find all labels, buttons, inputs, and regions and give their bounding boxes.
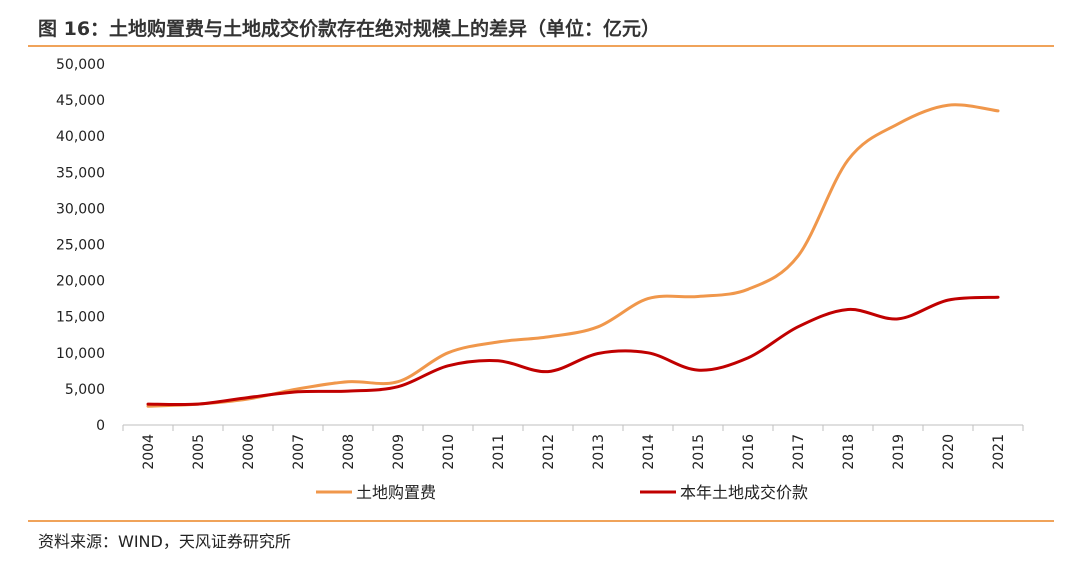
x-tick-label: 2019: [891, 434, 907, 470]
source-note: 资料来源：WIND，天风证券研究所: [38, 532, 291, 551]
data-point: [596, 352, 600, 356]
x-tick-label: 2018: [841, 434, 857, 470]
data-point: [946, 103, 950, 107]
x-tick-label: 2017: [791, 434, 807, 470]
data-point: [996, 295, 1000, 299]
x-tick-label: 2010: [441, 434, 457, 470]
data-point: [496, 340, 500, 344]
data-point: [846, 308, 850, 312]
x-tick-label: 2020: [941, 434, 957, 470]
legend-label: 本年土地成交价款: [680, 483, 808, 502]
data-point: [646, 297, 650, 301]
x-tick-label: 2005: [191, 434, 207, 470]
data-point: [396, 380, 400, 384]
y-tick-label: 5,000: [65, 382, 105, 398]
x-tick-label: 2013: [591, 434, 607, 470]
series-layer: [146, 103, 1000, 408]
data-point: [196, 402, 200, 406]
legend: 土地购置费 本年土地成交价款: [316, 483, 808, 502]
data-point: [646, 351, 650, 355]
data-point: [546, 370, 550, 374]
data-point: [696, 368, 700, 372]
data-point: [796, 325, 800, 329]
footer-divider: [28, 520, 1054, 522]
data-point: [346, 389, 350, 393]
x-axis: 2004 2005 2006 2007 2008 2009 2010 2011 2012 2013…: [122, 424, 1024, 470]
x-tick-label: 2021: [991, 434, 1007, 470]
y-tick-label: 20,000: [56, 274, 105, 290]
figure-title: 图 16：土地购置费与土地成交价款存在绝对规模上的差异（单位：亿元）: [38, 18, 661, 40]
data-point: [246, 396, 250, 400]
x-tick-label: 2016: [741, 434, 757, 470]
data-point: [296, 390, 300, 394]
x-tick-label: 2006: [241, 434, 257, 470]
data-point: [446, 364, 450, 368]
data-point: [946, 298, 950, 302]
x-tick-label: 2008: [341, 434, 357, 470]
y-tick-label: 25,000: [56, 238, 105, 254]
data-point: [396, 385, 400, 389]
y-tick-label: 50,000: [56, 57, 105, 73]
x-tick-label: 2014: [641, 434, 657, 470]
series-line-1: [146, 103, 1000, 408]
y-axis: 0 5,000 10,000 15,000 20,000 25,000 30,000 35,0…: [56, 57, 105, 434]
data-point: [996, 109, 1000, 113]
data-point: [596, 325, 600, 329]
data-point: [146, 402, 150, 406]
data-point: [696, 295, 700, 299]
y-tick-label: 40,000: [56, 129, 105, 145]
line-chart: 0 5,000 10,000 15,000 20,000 25,000 30,000 35,0…: [56, 57, 1024, 502]
x-tick-label: 2012: [541, 434, 557, 470]
x-tick-label: 2015: [691, 434, 707, 470]
title-divider: [28, 45, 1054, 47]
y-tick-label: 30,000: [56, 201, 105, 217]
data-point: [896, 122, 900, 126]
x-tick-label: 2007: [291, 434, 307, 470]
data-point: [896, 317, 900, 321]
data-point: [746, 356, 750, 360]
data-point: [446, 351, 450, 355]
data-point: [746, 287, 750, 291]
data-point: [496, 359, 500, 363]
legend-label: 土地购置费: [356, 483, 436, 502]
series-line-2: [146, 295, 1000, 407]
y-tick-label: 45,000: [56, 93, 105, 109]
data-point: [546, 335, 550, 339]
y-tick-label: 35,000: [56, 165, 105, 181]
x-tick-label: 2011: [491, 434, 507, 470]
y-tick-label: 10,000: [56, 346, 105, 362]
data-point: [846, 158, 850, 162]
x-tick-label: 2009: [391, 434, 407, 470]
x-tick-label: 2004: [141, 434, 157, 470]
data-point: [796, 254, 800, 258]
data-point: [346, 380, 350, 384]
y-tick-label: 15,000: [56, 310, 105, 326]
y-tick-label: 0: [96, 418, 105, 434]
